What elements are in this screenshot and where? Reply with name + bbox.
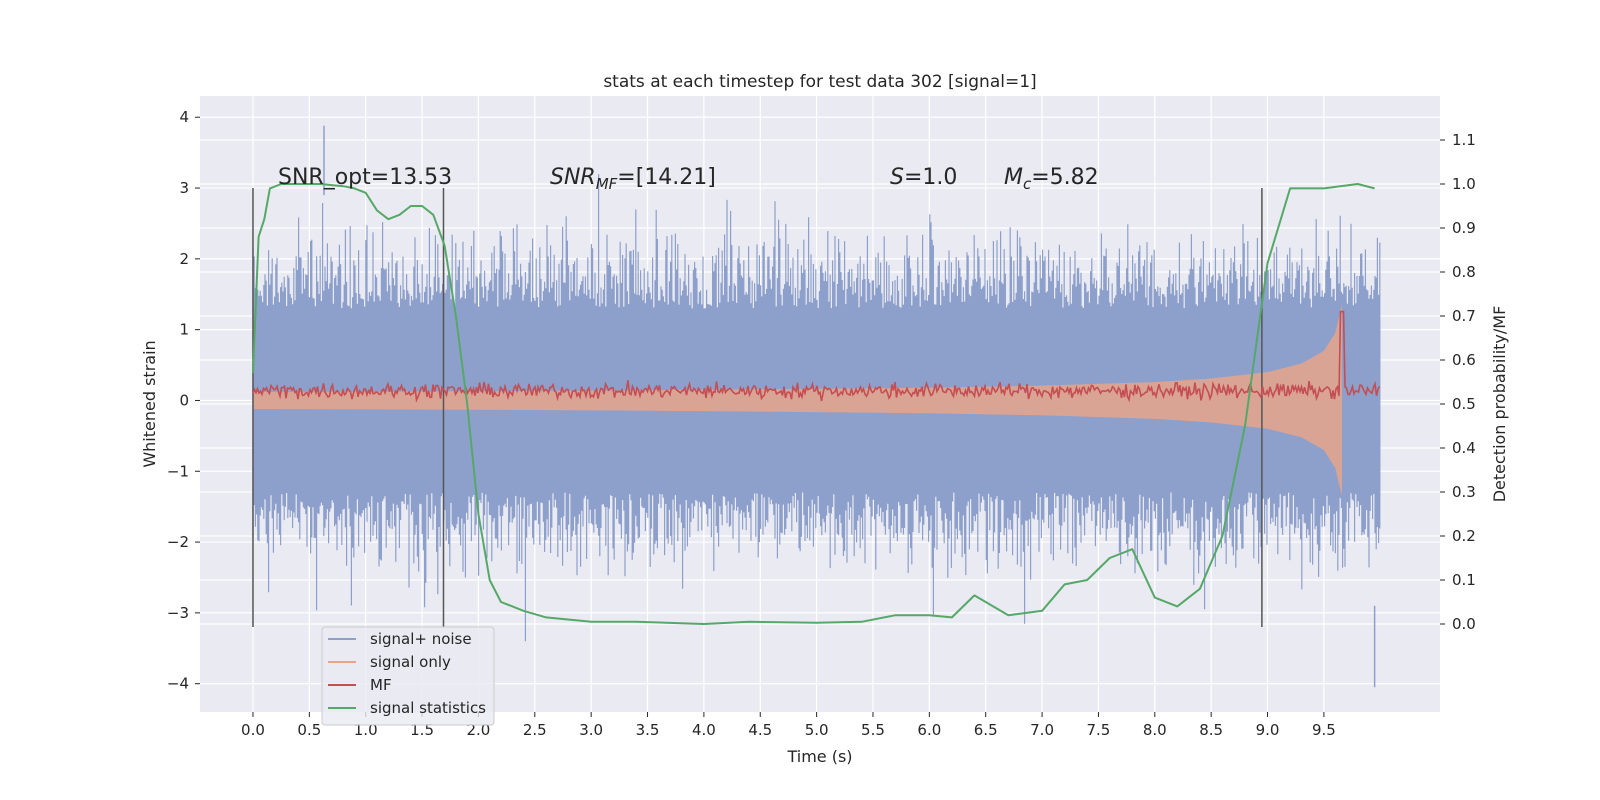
snr-mf-subscript: MF: [596, 175, 618, 193]
x-tick-label: 0.0: [241, 721, 265, 739]
y2-axis-title: Detection probability/MF: [1490, 306, 1509, 503]
x-tick-label: 9.5: [1312, 721, 1336, 739]
x-tick-label: 5.0: [805, 721, 829, 739]
legend-label-signal-only: signal only: [370, 653, 451, 671]
y2-tick-label: 0.1: [1452, 571, 1476, 589]
y-tick-label: −4: [167, 675, 189, 693]
x-tick-label: 3.0: [579, 721, 603, 739]
y2-tick-label: 0.9: [1452, 219, 1476, 237]
series-signal-only: [253, 304, 1342, 496]
y2-tick-label: 0.0: [1452, 615, 1476, 633]
signal-statistics-line: [252, 183, 1375, 625]
legend-label-signal-statistics: signal statistics: [370, 699, 486, 717]
y-tick-label: −2: [167, 533, 189, 551]
y-tick-label: 2: [179, 250, 189, 268]
signal-only-envelope: [253, 304, 1342, 496]
y2-tick-label: 0.7: [1452, 307, 1476, 325]
annotation-s: S=1.0: [890, 165, 957, 190]
y2-tick-label: 0.2: [1452, 527, 1476, 545]
y-axis-ticks: 4 3 2 1 0 −1 −2 −3 −4: [167, 108, 200, 693]
y-axis-title: Whitened strain: [140, 340, 159, 467]
snr-mf-value: =[14.21]: [617, 165, 716, 190]
x-axis-title: Time (s): [786, 747, 852, 766]
mc-subscript: c: [1023, 175, 1032, 193]
x-tick-label: 4.5: [748, 721, 772, 739]
x-tick-label: 0.5: [297, 721, 321, 739]
x-tick-label: 3.5: [636, 721, 660, 739]
mf-line: [252, 310, 1381, 403]
x-tick-label: 6.5: [974, 721, 998, 739]
x-tick-label: 8.5: [1199, 721, 1223, 739]
legend-label-signal-noise: signal+ noise: [370, 630, 472, 648]
annotation-mc: Mc=5.82: [1004, 165, 1099, 193]
series-signal-statistics: [252, 183, 1375, 625]
y2-tick-label: 0.6: [1452, 351, 1476, 369]
x-tick-label: 8.0: [1143, 721, 1167, 739]
y-tick-label: −1: [167, 462, 189, 480]
x-tick-label: 7.5: [1087, 721, 1111, 739]
annotation-snr-mf: SNRMF=[14.21]: [550, 165, 716, 193]
y-tick-label: 0: [179, 391, 189, 409]
x-tick-label: 6.0: [917, 721, 941, 739]
s-value: =1.0: [904, 165, 957, 190]
annotation-snr-opt: SNR_opt=13.53: [278, 165, 452, 190]
y2-axis-ticks: 1.1 1.0 0.9 0.8 0.7 0.6 0.5 0.4 0.3 0.2 0.1 0.0: [1440, 131, 1476, 633]
y2-tick-label: 0.8: [1452, 263, 1476, 281]
x-tick-label: 4.0: [692, 721, 716, 739]
y-tick-label: 3: [179, 179, 189, 197]
x-tick-label: 9.0: [1256, 721, 1280, 739]
y2-tick-label: 1.0: [1452, 175, 1476, 193]
vertical-markers: [252, 188, 1263, 628]
x-tick-label: 2.5: [523, 721, 547, 739]
y-tick-label: 1: [179, 321, 189, 339]
mc-label: M: [1004, 165, 1023, 190]
chart-title: stats at each timestep for test data 302…: [603, 72, 1036, 92]
snr-mf-label: SNR: [550, 165, 596, 190]
s-label: S: [890, 165, 904, 190]
y2-tick-label: 0.4: [1452, 439, 1476, 457]
series-mf: [252, 310, 1381, 403]
mc-value: =5.82: [1031, 165, 1098, 190]
x-tick-label: 7.0: [1030, 721, 1054, 739]
y2-tick-label: 0.5: [1452, 395, 1476, 413]
legend-label-mf: MF: [370, 676, 392, 694]
y-tick-label: −3: [167, 604, 189, 622]
y2-tick-label: 0.3: [1452, 483, 1476, 501]
legend-frame: [321, 626, 495, 726]
y-tick-label: 4: [179, 108, 189, 126]
x-tick-label: 5.5: [861, 721, 885, 739]
legend: signal+ noise signal only MF signal stat…: [321, 626, 495, 726]
y2-tick-label: 1.1: [1452, 131, 1476, 149]
